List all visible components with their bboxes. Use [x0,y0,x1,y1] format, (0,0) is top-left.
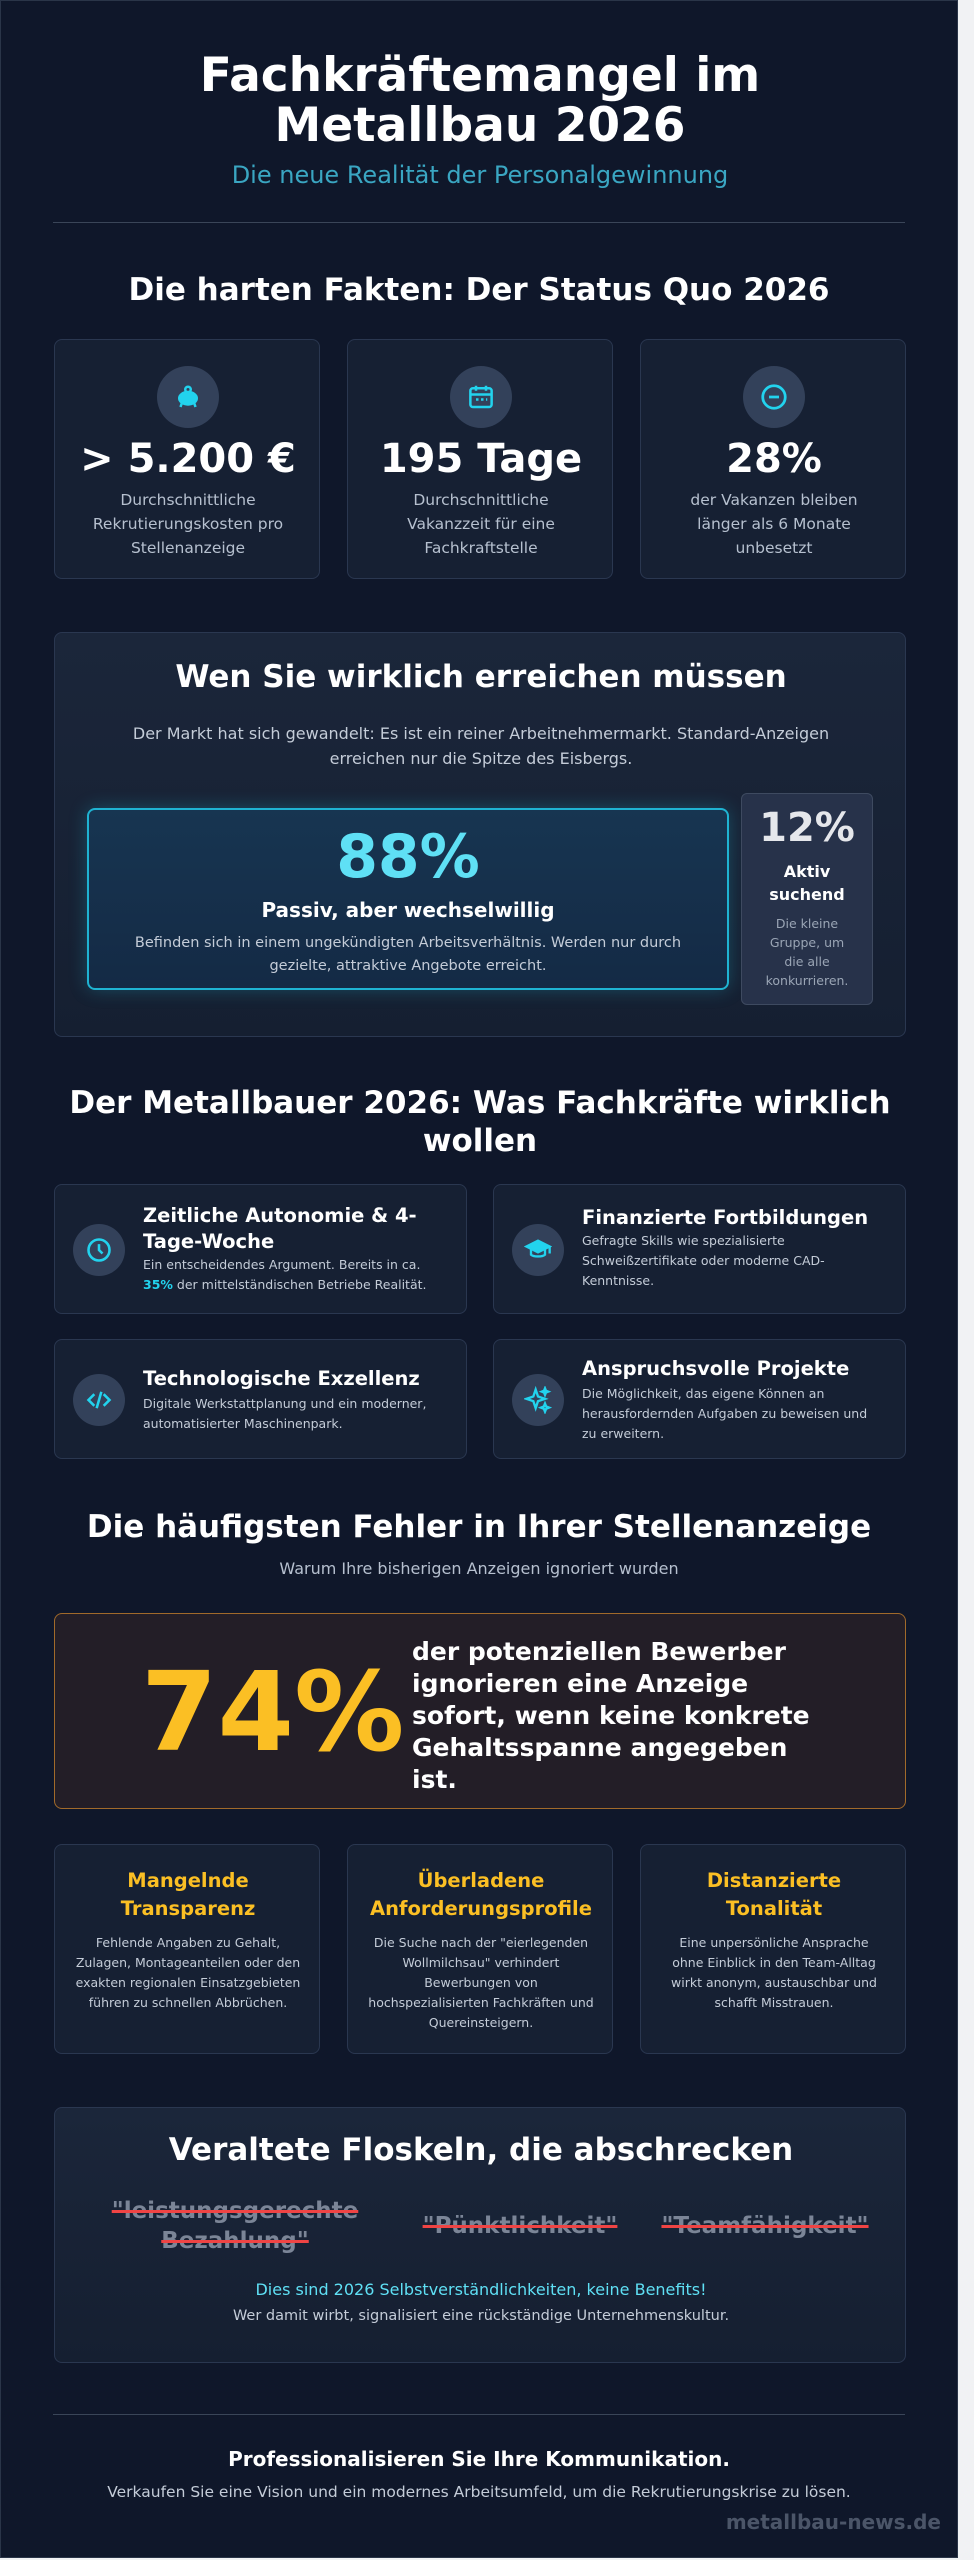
page-title: Fachkräftemangel im Metallbau 2026 [199,48,761,153]
fact-card-cost: > 5.200 € Durchschnittliche Rekrutierung… [54,339,320,579]
want-text-before: Ein entscheidendes Argument. Bereits in … [143,1257,421,1272]
mistakes-subheading: Warum Ihre bisherigen Anzeigen ignoriert… [279,1559,679,1578]
graduation-cap-icon [512,1224,564,1276]
footer-brand: metallbau-news.de [725,2510,941,2534]
want-text: Gefragte Skills wie spezialisierte Schwe… [582,1233,825,1288]
salary-stat-text: der potenziellen Bewerber ignorieren ein… [412,1637,810,1794]
want-card-autonomy: Zeitliche Autonomie & 4-Tage-Woche Ein e… [54,1184,467,1314]
fact-text: Durchschnittliche Rekrutierungskosten pr… [92,491,284,557]
reach-heading: Wen Sie wirklich erreichen müssen [175,659,787,695]
fact-text: Durchschnittliche Vakanzzeit für eine Fa… [407,491,555,557]
fact-value: > 5.200 € [80,436,296,482]
reach-section: Wen Sie wirklich erreichen müssen Der Ma… [54,632,906,1037]
want-text: Die Möglichkeit, das eigene Können an he… [582,1386,868,1441]
fact-value: 195 Tage [379,436,583,482]
sparkles-icon [512,1374,564,1426]
mistake-card-requirements: Überladene Anforderungsprofile Die Suche… [347,1844,613,2054]
fact-text: der Vakanzen bleiben länger als 6 Monate… [690,491,858,557]
salary-stat-value: 74% [141,1648,405,1776]
want-text: Ein entscheidendes Argument. Bereits in … [143,1255,453,1295]
code-icon [73,1374,125,1426]
want-title: Anspruchsvolle Projekte [582,1357,850,1380]
mistake-text: Fehlende Angaben zu Gehalt, Zulagen, Mon… [75,1935,301,2010]
passive-value: 88% [336,822,480,892]
calendar-icon [450,366,512,428]
active-value: 12% [759,805,855,851]
active-text: Die kleine Gruppe, um die alle konkurrie… [765,916,849,988]
mistake-title: Distanzierte Tonalität [706,1869,842,1920]
piggy-bank-icon [157,366,219,428]
phrases-section: Veraltete Floskeln, die abschrecken "lei… [54,2107,906,2363]
wants-heading: Der Metallbauer 2026: Was Fachkräfte wir… [69,1085,891,1159]
want-title: Finanzierte Fortbildungen [582,1206,869,1229]
phrase-item: "Teamfähigkeit" [661,2213,869,2239]
footer-text: Verkaufen Sie eine Vision und ein modern… [107,2483,851,2501]
want-card-training: Finanzierte Fortbildungen Gefragte Skill… [493,1184,906,1314]
mistakes-heading: Die häufigsten Fehler in Ihrer Stellenan… [86,1509,872,1545]
want-title: Technologische Exzellenz [143,1367,420,1390]
phrase-item: "Pünktlichkeit" [422,2213,618,2239]
mistake-card-tonality: Distanzierte Tonalität Eine unpersönlich… [640,1844,906,2054]
mistake-text: Eine unpersönliche Ansprache ohne Einbli… [671,1935,877,2010]
mistake-card-transparency: Mangelnde Transparenz Fehlende Angaben z… [54,1844,320,2054]
active-label: Aktiv suchend [769,862,845,904]
phrases-heading: Veraltete Floskeln, die abschrecken [168,2132,794,2168]
page-subtitle: Die neue Realität der Personalgewinnung [231,161,729,189]
mistake-title: Überladene Anforderungsprofile [370,1869,592,1920]
want-card-technology: Technologische Exzellenz Digitale Werkst… [54,1339,467,1459]
phrase-item: "leistungsgerechte Bezahlung" [111,2198,359,2254]
fact-card-unfilled: 28% der Vakanzen bleiben länger als 6 Mo… [640,339,906,579]
want-title: Zeitliche Autonomie & 4-Tage-Woche [143,1204,417,1253]
header-divider [53,222,905,223]
reach-intro: Der Markt hat sich gewandelt: Es ist ein… [132,724,830,768]
passive-label: Passiv, aber wechselwillig [261,898,555,922]
passive-candidates-box: 88% Passiv, aber wechselwillig Befinden … [87,808,729,990]
clock-icon [73,1224,125,1276]
minus-circle-icon [743,366,805,428]
active-candidates-box: 12% Aktiv suchend Die kleine Gruppe, um … [741,793,873,1005]
want-text-highlight: 35% [143,1277,173,1292]
want-text: Digitale Werkstattplanung und ein modern… [143,1396,427,1431]
footer-divider [53,2414,905,2415]
mistake-title: Mangelnde Transparenz [120,1869,256,1920]
fact-card-vacancy: 195 Tage Durchschnittliche Vakanzzeit fü… [347,339,613,579]
want-card-projects: Anspruchsvolle Projekte Die Möglichkeit,… [493,1339,906,1459]
footer-title: Professionalisieren Sie Ihre Kommunikati… [228,2447,730,2471]
fact-value: 28% [726,436,822,482]
phrases-note: Dies sind 2026 Selbstverständlichkeiten,… [255,2280,707,2299]
passive-text: Befinden sich in einem ungekündigten Arb… [134,935,682,974]
phrases-subnote: Wer damit wirbt, signalisiert eine rücks… [232,2308,730,2324]
salary-stat-box: 74% der potenziellen Bewerber ignorieren… [54,1613,906,1809]
facts-heading: Die harten Fakten: Der Status Quo 2026 [128,272,830,308]
want-text-after: der mittelständischen Betriebe Realität. [176,1277,427,1292]
mistake-text: Die Suche nach der "eierlegenden Wollmil… [368,1935,594,2030]
